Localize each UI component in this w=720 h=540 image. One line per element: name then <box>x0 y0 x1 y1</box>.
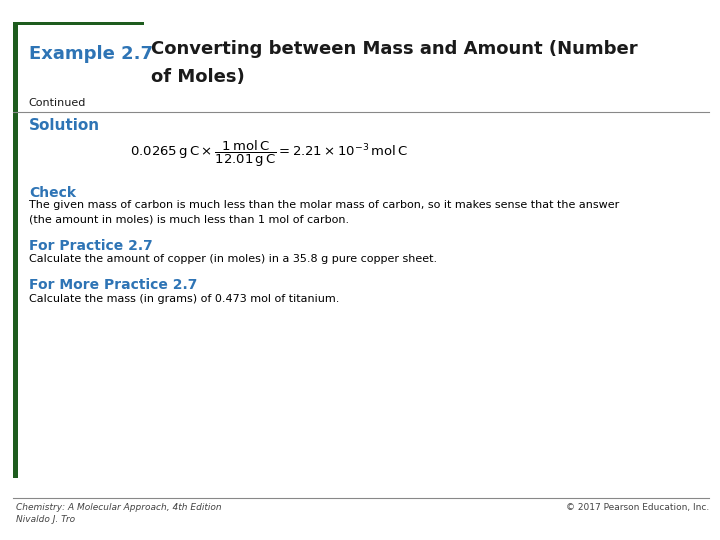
Text: Calculate the mass (in grams) of 0.473 mol of titanium.: Calculate the mass (in grams) of 0.473 m… <box>29 294 339 303</box>
Text: © 2017 Pearson Education, Inc.: © 2017 Pearson Education, Inc. <box>566 503 709 512</box>
Text: For More Practice 2.7: For More Practice 2.7 <box>29 278 197 292</box>
Text: Converting between Mass and Amount (Number: Converting between Mass and Amount (Numb… <box>151 39 638 58</box>
Text: For Practice 2.7: For Practice 2.7 <box>29 239 153 253</box>
Text: Continued: Continued <box>29 98 86 107</box>
Text: $0.0265\,\mathrm{g\,C} \times \dfrac{1\,\mathrm{mol\,C}}{12.01\,\mathrm{g\,C}} =: $0.0265\,\mathrm{g\,C} \times \dfrac{1\,… <box>130 139 408 169</box>
Text: Calculate the amount of copper (in moles) in a 35.8 g pure copper sheet.: Calculate the amount of copper (in moles… <box>29 254 437 264</box>
Text: The given mass of carbon is much less than the molar mass of carbon, so it makes: The given mass of carbon is much less th… <box>29 200 619 225</box>
Text: Chemistry: A Molecular Approach, 4th Edition: Chemistry: A Molecular Approach, 4th Edi… <box>16 503 222 512</box>
Text: Example 2.7: Example 2.7 <box>29 45 153 63</box>
Text: Check: Check <box>29 186 76 200</box>
Text: Solution: Solution <box>29 118 100 133</box>
Text: Nivaldo J. Tro: Nivaldo J. Tro <box>16 515 75 524</box>
Text: of Moles): of Moles) <box>151 68 245 86</box>
